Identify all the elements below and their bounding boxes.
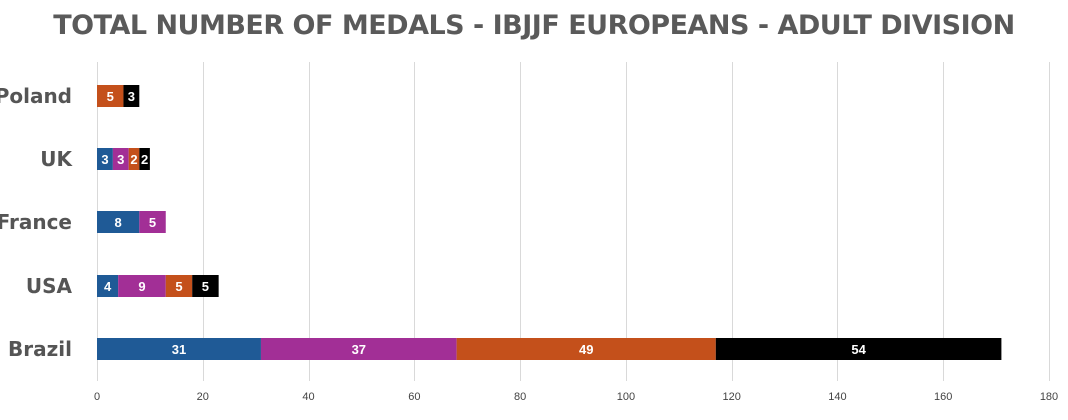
bar-usa-s4	[192, 275, 219, 297]
bar-brazil-s1	[97, 338, 261, 360]
bar-usa-s1	[97, 275, 119, 297]
bar-uk-s4	[139, 148, 150, 170]
bar-france-s1	[97, 211, 140, 233]
bar-brazil-s3	[456, 338, 716, 360]
x-tick-label-180: 180	[1040, 391, 1058, 403]
category-label-poland: Poland	[0, 84, 72, 108]
bar-uk-s3	[128, 148, 140, 170]
bar-brazil-s4	[715, 338, 1002, 360]
x-tick-label-20: 20	[197, 391, 209, 403]
data-label-brazil-s2: 37	[352, 342, 366, 357]
data-label-uk-s1: 3	[101, 152, 108, 167]
data-label-brazil-s4: 54	[851, 342, 866, 357]
data-label-uk-s4: 2	[141, 152, 148, 167]
bar-uk-s2	[112, 148, 129, 170]
data-label-brazil-s3: 49	[579, 342, 593, 357]
x-tick-label-160: 160	[934, 391, 952, 403]
data-label-france-s1: 8	[115, 215, 122, 230]
chart-title: TOTAL NUMBER OF MEDALS - IBJJF EUROPEANS…	[53, 10, 1015, 41]
category-label-uk: UK	[40, 147, 73, 171]
bar-brazil-s2	[260, 338, 457, 360]
data-label-usa-s4: 5	[202, 279, 209, 294]
x-tick-label-40: 40	[302, 391, 314, 403]
data-label-france-s2: 5	[149, 215, 156, 230]
data-label-uk-s3: 2	[130, 152, 137, 167]
bar-uk-s1	[97, 148, 113, 170]
data-label-usa-s3: 5	[175, 279, 182, 294]
bar-poland-s3	[97, 85, 124, 107]
x-tick-label-140: 140	[828, 391, 846, 403]
category-label-brazil: Brazil	[8, 337, 72, 361]
category-label-france: France	[0, 210, 72, 234]
category-label-usa: USA	[26, 274, 73, 298]
data-label-poland-s4: 3	[128, 89, 135, 104]
data-label-uk-s2: 3	[117, 152, 124, 167]
bar-france-s2	[139, 211, 166, 233]
x-tick-label-0: 0	[94, 391, 100, 403]
bar-usa-s3	[165, 275, 193, 297]
bar-usa-s2	[118, 275, 166, 297]
x-tick-label-80: 80	[514, 391, 526, 403]
data-label-usa-s2: 9	[138, 279, 145, 294]
data-label-usa-s1: 4	[104, 279, 112, 294]
bar-poland-s4	[123, 85, 140, 107]
data-label-poland-s3: 5	[107, 89, 114, 104]
x-tick-label-120: 120	[722, 391, 740, 403]
x-tick-label-60: 60	[408, 391, 420, 403]
x-tick-label-100: 100	[617, 391, 635, 403]
data-label-brazil-s1: 31	[172, 342, 186, 357]
